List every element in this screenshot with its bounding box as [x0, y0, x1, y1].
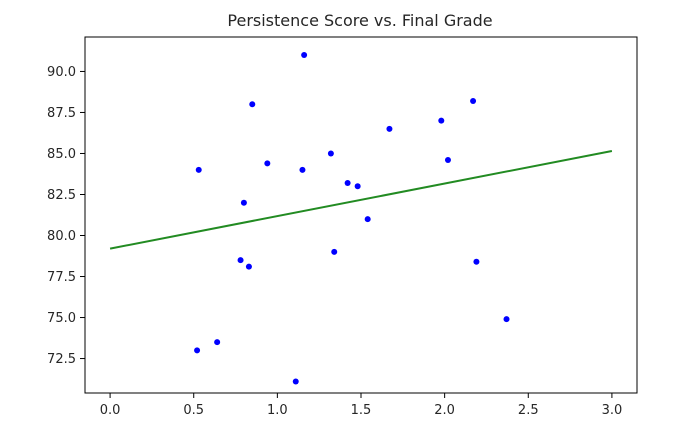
x-tick-label: 2.0 [434, 403, 455, 418]
x-tick-label: 0.0 [100, 403, 121, 418]
data-point [301, 52, 308, 59]
x-tick-label: 0.5 [183, 403, 204, 418]
data-point [331, 248, 338, 255]
data-point [194, 347, 201, 354]
data-point [195, 166, 202, 173]
y-tick-label: 77.5 [47, 270, 76, 285]
y-tick-label: 75.0 [47, 311, 76, 326]
y-tick-label: 82.5 [47, 188, 76, 203]
data-point [364, 216, 371, 223]
data-point [473, 258, 480, 265]
y-tick-label: 85.0 [47, 147, 76, 162]
data-point [354, 183, 361, 190]
x-tick-label: 1.0 [267, 403, 288, 418]
plot-frame [84, 36, 638, 394]
plot-area [109, 52, 613, 385]
data-point [438, 117, 445, 124]
x-axis: 0.0 0.5 1.0 1.5 2.0 2.5 3.0 [100, 393, 623, 418]
trend-line [109, 150, 613, 250]
data-point [292, 378, 299, 385]
x-tick-label: 2.5 [518, 403, 539, 418]
x-tick-label: 1.5 [351, 403, 372, 418]
data-point [344, 180, 351, 187]
data-point [503, 316, 510, 323]
y-tick-label: 87.5 [47, 106, 76, 121]
data-point [444, 157, 451, 164]
data-point [249, 101, 256, 108]
data-point [264, 160, 271, 167]
data-point [327, 150, 334, 157]
chart-title: Persistence Score vs. Final Grade [227, 11, 492, 30]
y-axis: 72.5 75.0 77.5 80.0 82.5 85.0 87.5 90.0 [47, 65, 85, 367]
data-point [386, 125, 393, 132]
y-tick-label: 90.0 [47, 65, 76, 80]
data-point [245, 263, 252, 270]
y-tick-label: 72.5 [47, 352, 76, 367]
data-point [240, 199, 247, 206]
data-point [299, 166, 306, 173]
data-point [237, 257, 244, 264]
y-tick-label: 80.0 [47, 229, 76, 244]
data-point [214, 339, 221, 346]
x-tick-label: 3.0 [602, 403, 623, 418]
data-point [470, 97, 477, 104]
